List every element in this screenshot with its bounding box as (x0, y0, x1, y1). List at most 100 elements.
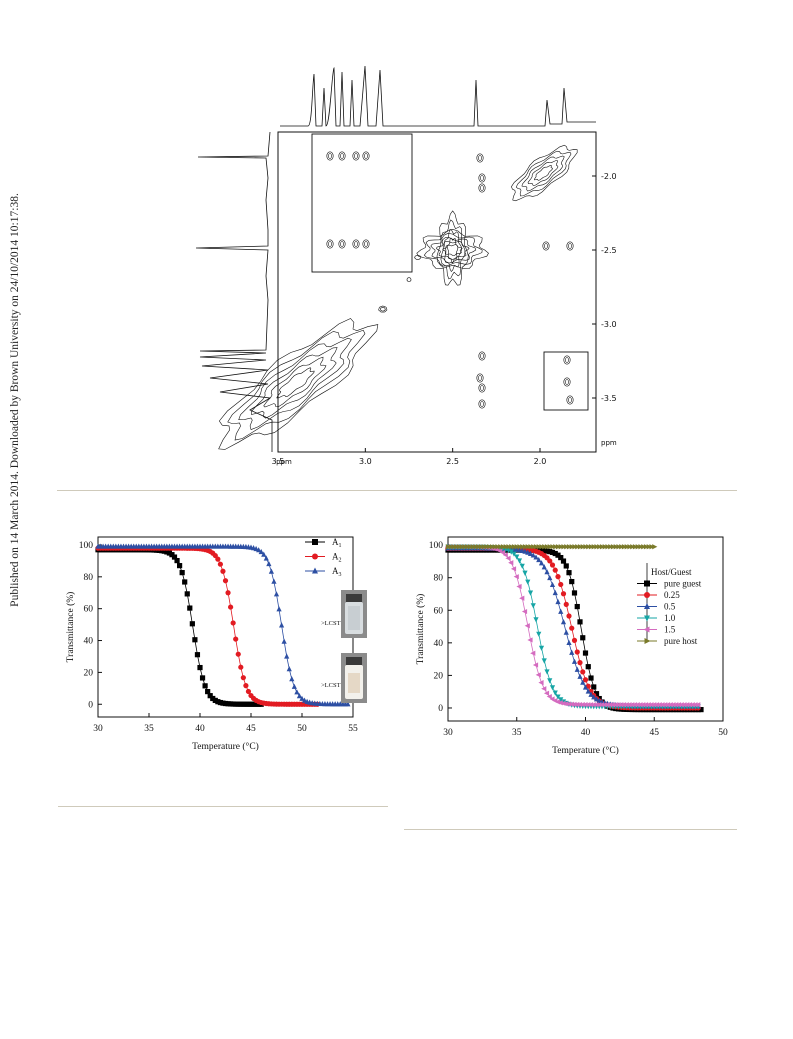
data-point (580, 669, 586, 675)
nmr-off-diagonal-peak (362, 239, 370, 249)
x-tick-label: 40 (581, 728, 591, 738)
nmr-contour (563, 355, 571, 365)
data-point (296, 693, 303, 699)
legend-label: 1.0 (664, 613, 676, 623)
data-point (514, 544, 520, 550)
data-point (564, 544, 570, 550)
nmr-side-projection (195, 131, 273, 452)
data-point (582, 684, 589, 690)
data-point (635, 544, 641, 550)
data-point (547, 544, 553, 550)
data-point (487, 544, 493, 550)
plot-frame (97, 536, 354, 718)
data-point (558, 581, 564, 588)
data-point (593, 702, 599, 708)
nmr-small-peak (406, 277, 412, 282)
legend-label: pure host (664, 636, 698, 646)
data-point (478, 544, 485, 550)
y-tick-label: 100 (429, 541, 444, 551)
data-point (530, 603, 536, 609)
data-point (258, 548, 264, 555)
data-point (476, 544, 482, 550)
data-point (569, 649, 575, 655)
chart-right: 30 35 40 45 50 0 20 40 60 80 100 Temperature (°C) Tr… (405, 525, 735, 775)
x-tick-label: 45 (246, 724, 256, 734)
data-point (536, 631, 542, 637)
series-pure-host (445, 544, 658, 550)
chart-left: 30 35 40 45 50 55 0 20 40 60 80 100 Temperature (°C)… (58, 525, 368, 775)
data-point (591, 694, 597, 700)
data-point (456, 544, 463, 550)
data-point (553, 544, 559, 550)
nmr-contour (480, 385, 484, 391)
nmr-x-tick-label: 2.5 (446, 457, 459, 466)
data-point (220, 568, 226, 574)
data-point (541, 686, 547, 692)
data-point (560, 591, 567, 597)
data-point (536, 556, 542, 563)
data-point (470, 544, 476, 550)
nmr-contour (406, 277, 412, 282)
data-point (566, 544, 573, 550)
data-point (651, 702, 657, 708)
data-point (560, 700, 566, 706)
data-point (511, 551, 517, 557)
nmr-y-tick-label: -3.5 (601, 394, 617, 403)
nmr-x-tick-label: 2.0 (534, 457, 547, 466)
nmr-contour (362, 239, 370, 249)
vial-photo-below-lcst (341, 590, 367, 638)
data-point (560, 558, 567, 564)
data-point (544, 669, 550, 675)
nmr-contour (480, 401, 484, 407)
data-point (505, 555, 511, 561)
data-point (536, 544, 542, 550)
data-point (171, 554, 178, 560)
data-point (266, 560, 272, 567)
data-point (527, 637, 533, 643)
nmr-contour (566, 395, 574, 405)
data-point (585, 702, 591, 708)
data-point (473, 544, 479, 550)
x-tick-label: 35 (512, 728, 522, 738)
data-point (623, 702, 629, 708)
y-axis-label: Transmittance (%) (415, 594, 426, 665)
publication-side-note: Published on 14 March 2014. Downloaded b… (4, 130, 26, 670)
legend-label: 0.5 (664, 602, 676, 612)
photo-label-above: >LCST (321, 682, 341, 689)
data-point (233, 636, 239, 642)
data-point (465, 544, 471, 550)
data-point (577, 673, 583, 679)
data-point (664, 702, 671, 708)
data-point (673, 702, 679, 708)
nmr-contour (478, 183, 486, 193)
nmr-off-diagonal-peak (563, 377, 571, 387)
nmr-svg: 3.5 3.0 2.5 2.0 ppm -2.0 -2.5 -3.0 -3.5 ppm (195, 65, 617, 466)
series-A3 (95, 543, 351, 707)
data-point (268, 568, 274, 574)
data-point (558, 544, 564, 550)
data-point (538, 560, 545, 566)
data-point (620, 702, 627, 708)
nmr-x-tick-label: 3.5 (272, 457, 285, 466)
nmr-contour (378, 305, 388, 313)
nmr-contour (250, 347, 338, 419)
nmr-contour (354, 153, 358, 159)
nmr-contour (447, 237, 459, 264)
data-point (631, 702, 638, 708)
data-point (514, 554, 520, 560)
nmr-off-diagonal-peak (338, 151, 346, 161)
data-point (624, 544, 630, 550)
nmr-contour (568, 243, 572, 249)
data-point (530, 552, 536, 558)
nmr-inset-box-upper (311, 133, 413, 273)
data-point (503, 544, 509, 550)
data-point (601, 702, 607, 708)
data-point (541, 548, 547, 554)
data-point (530, 650, 536, 656)
data-point (261, 551, 267, 557)
data-point (585, 664, 591, 670)
nmr-contour (480, 353, 484, 359)
legend: A1 A2 A3 (305, 537, 342, 578)
nmr-contour (476, 373, 484, 383)
right-bottom-divider (404, 829, 737, 830)
